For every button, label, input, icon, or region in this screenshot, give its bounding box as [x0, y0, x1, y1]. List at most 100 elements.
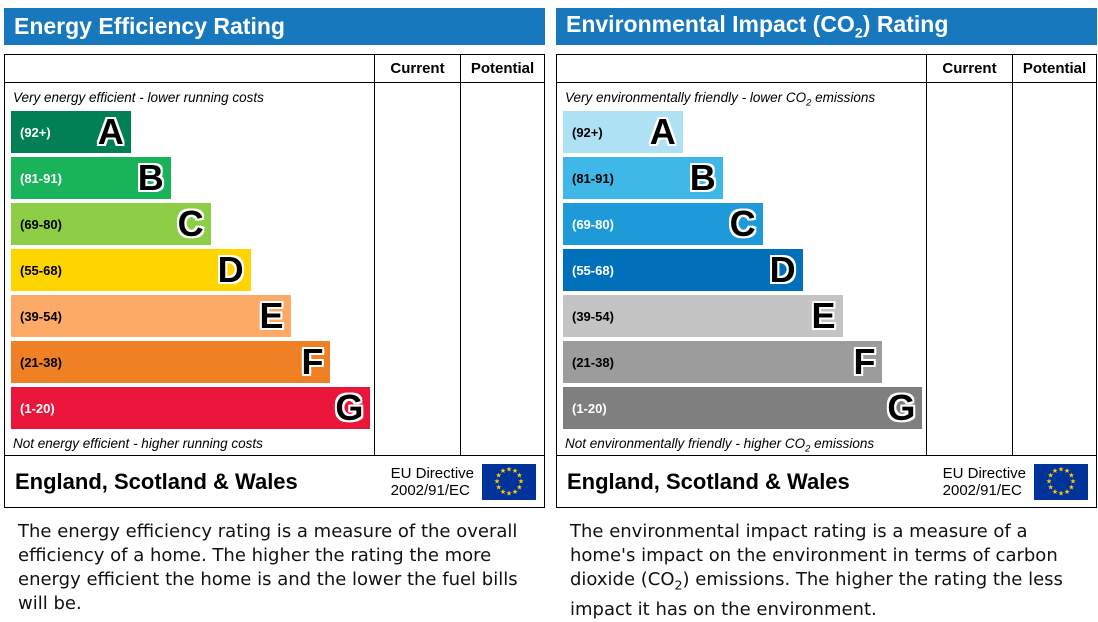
header-spacer	[557, 55, 926, 82]
band-e: (39-54) E	[11, 295, 291, 337]
svg-text:★: ★	[1047, 483, 1053, 491]
band-letter: G	[887, 387, 916, 428]
bands-chart: Very environmentally friendly - lower CO…	[557, 83, 926, 455]
band-letter: D	[217, 249, 244, 290]
band-letter: D	[769, 249, 796, 290]
svg-text:★: ★	[516, 471, 522, 479]
header-spacer	[5, 55, 374, 82]
band-letter: B	[137, 157, 164, 198]
environmental-impact-table: Current Potential Very environmentally f…	[556, 54, 1097, 456]
svg-text:★: ★	[512, 467, 518, 475]
band-range: (69-80)	[572, 216, 614, 232]
svg-text:★: ★	[500, 487, 506, 495]
potential-column-header: Potential	[460, 55, 544, 82]
bottom-caption: Not environmentally friendly - higher CO…	[565, 436, 875, 455]
eu-directive-label: EU Directive 2002/91/EC	[391, 465, 482, 499]
band-range: (69-80)	[20, 216, 62, 232]
band-c: (69-80) C	[11, 203, 211, 245]
band-letter: C	[729, 203, 756, 244]
band-range: (81-91)	[572, 170, 614, 186]
band-range: (92+)	[20, 124, 51, 140]
environmental-impact-title-bar: Environmental Impact (CO2) Rating	[556, 8, 1097, 45]
svg-text:★: ★	[494, 477, 500, 485]
energy-efficiency-column: Energy Efficiency Rating Current Potenti…	[4, 8, 545, 622]
band-a: (92+) A	[563, 111, 683, 153]
energy-efficiency-table: Current Potential Very energy efficient …	[4, 54, 545, 456]
svg-text:★: ★	[1070, 477, 1076, 485]
band-letter: B	[689, 157, 716, 198]
eu-flag-icon: ★ ★ ★ ★ ★ ★ ★ ★ ★ ★ ★ ★	[482, 463, 536, 500]
region-label: England, Scotland & Wales	[15, 468, 298, 494]
eu-flag-icon: ★ ★ ★ ★ ★ ★ ★ ★ ★ ★ ★ ★	[1034, 463, 1088, 500]
svg-text:★: ★	[516, 483, 522, 491]
svg-text:★: ★	[512, 487, 518, 495]
energy-efficiency-description: The energy efficiency rating is a measur…	[18, 521, 518, 614]
band-letter: A	[97, 111, 124, 152]
band-range: (21-38)	[20, 354, 62, 370]
svg-text:★: ★	[1052, 467, 1058, 475]
band-letter: A	[649, 111, 676, 152]
bands-chart: Very energy efficient - lower running co…	[5, 83, 374, 455]
svg-text:★: ★	[1047, 471, 1053, 479]
potential-rating-cell	[460, 83, 544, 455]
band-letter: C	[177, 203, 204, 244]
table-body: Very environmentally friendly - lower CO…	[557, 83, 1096, 455]
svg-text:★: ★	[1068, 471, 1074, 479]
band-g: (1-20) G	[11, 387, 371, 429]
svg-text:★: ★	[1064, 467, 1070, 475]
top-caption: Very environmentally friendly - lower CO…	[565, 90, 876, 109]
current-column-header: Current	[926, 55, 1012, 82]
band-b: (81-91) B	[563, 157, 723, 199]
region-label: England, Scotland & Wales	[567, 468, 850, 494]
energy-efficiency-title-bar: Energy Efficiency Rating	[4, 8, 545, 45]
svg-text:★: ★	[1064, 487, 1070, 495]
environmental-impact-description: The environmental impact rating is a mea…	[570, 521, 1063, 620]
band-e: (39-54) E	[563, 295, 843, 337]
svg-text:★: ★	[518, 477, 524, 485]
band-range: (55-68)	[572, 262, 614, 278]
band-letter: E	[811, 295, 836, 336]
band-letter: E	[259, 295, 284, 336]
band-range: (39-54)	[572, 308, 614, 324]
table-header-row: Current Potential	[5, 55, 544, 83]
current-column-header: Current	[374, 55, 460, 82]
rating-bands: (92+) A (81-91) B (69-80) C (55-68) D (39-54…	[5, 109, 374, 429]
svg-text:★: ★	[1068, 483, 1074, 491]
band-range: (81-91)	[20, 170, 62, 186]
eu-directive-label: EU Directive 2002/91/EC	[943, 465, 1034, 499]
svg-text:★: ★	[506, 465, 512, 473]
svg-text:★: ★	[1058, 465, 1064, 473]
energy-efficiency-title: Energy Efficiency Rating	[14, 13, 285, 39]
eu-directive-line1: EU Directive	[942, 464, 1026, 482]
environmental-impact-column: Environmental Impact (CO2) Rating Curren…	[556, 8, 1097, 622]
band-f: (21-38) F	[563, 341, 883, 383]
band-range: (92+)	[572, 124, 603, 140]
band-letter: F	[853, 341, 876, 382]
environmental-impact-title: Environmental Impact (CO2) Rating	[566, 11, 949, 42]
band-d: (55-68) D	[563, 249, 803, 291]
table-header-row: Current Potential	[557, 55, 1096, 83]
potential-column-header: Potential	[1012, 55, 1096, 82]
svg-text:★: ★	[506, 489, 512, 497]
band-range: (1-20)	[20, 400, 55, 416]
eu-directive-line1: EU Directive	[390, 464, 474, 482]
svg-text:★: ★	[495, 483, 501, 491]
band-g: (1-20) G	[563, 387, 923, 429]
band-d: (55-68) D	[11, 249, 251, 291]
band-c: (69-80) C	[563, 203, 763, 245]
band-letter: G	[335, 387, 364, 428]
svg-text:★: ★	[500, 467, 506, 475]
current-rating-cell	[374, 83, 460, 455]
table-body: Very energy efficient - lower running co…	[5, 83, 544, 455]
rating-bands: (92+) A (81-91) B (69-80) C (55-68) D (39-54…	[557, 109, 926, 429]
svg-text:★: ★	[495, 471, 501, 479]
svg-text:★: ★	[1046, 477, 1052, 485]
svg-text:★: ★	[1058, 489, 1064, 497]
eu-directive-line2: 2002/91/EC	[390, 481, 470, 499]
band-range: (55-68)	[20, 262, 62, 278]
band-b: (81-91) B	[11, 157, 171, 199]
band-a: (92+) A	[11, 111, 131, 153]
band-f: (21-38) F	[11, 341, 331, 383]
energy-efficiency-footer: England, Scotland & Wales EU Directive 2…	[4, 455, 545, 508]
